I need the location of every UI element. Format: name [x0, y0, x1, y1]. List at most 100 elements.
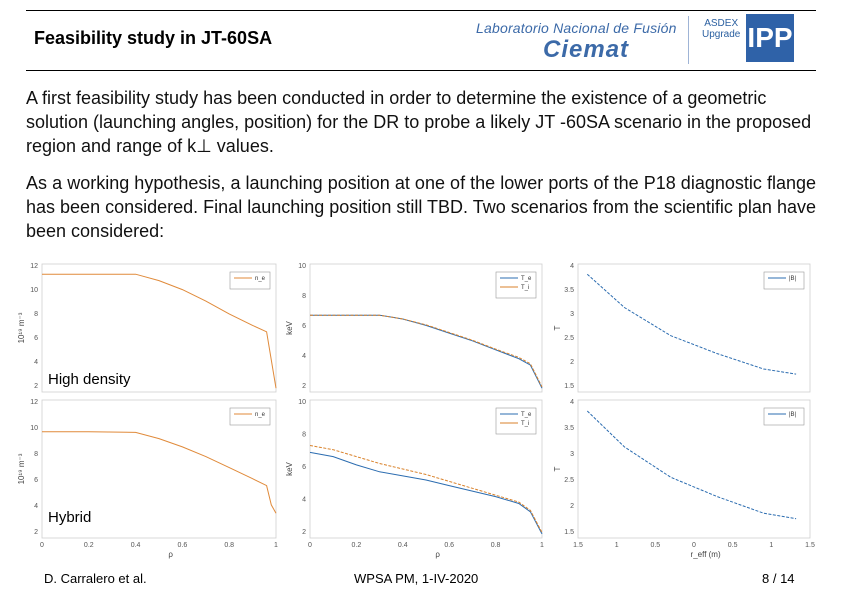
density-hybrid-ytick: 12: [30, 399, 38, 406]
density-high-legend-box: [229, 271, 271, 290]
temperature-hybrid-legend-label: T_e: [521, 412, 532, 418]
temperature-hybrid-ytick: 10: [298, 399, 306, 406]
temperature-high-ytick: 10: [298, 263, 306, 270]
ipp-logo: IPP: [746, 14, 794, 62]
field-hybrid-ytick: 2: [570, 503, 574, 510]
temperature-hybrid-legend-label: T_i: [521, 421, 529, 427]
density-hybrid-frame: [41, 399, 277, 539]
temperature-hybrid-ylabel: keV: [285, 461, 294, 475]
density-high-ytick: 6: [34, 335, 38, 342]
density-high-frame: [41, 263, 277, 393]
temperature-hybrid-xtick: 0.4: [398, 542, 408, 549]
temperature-hybrid-ytick: 4: [302, 497, 306, 504]
density-high-ytick: 12: [30, 263, 38, 270]
label-hybrid: Hybrid: [46, 509, 94, 526]
density-hybrid-ylabel: 10¹⁹ m⁻³: [17, 453, 26, 484]
footer-page-number: 8 / 14: [762, 571, 795, 586]
density-hybrid-legend-label: n_e: [255, 412, 266, 418]
field-hybrid-ytick: 3: [570, 451, 574, 458]
temperature-hybrid-ytick: 2: [302, 529, 306, 536]
field-hybrid-ytick: 4: [570, 399, 574, 406]
density-high-ytick: 2: [34, 383, 38, 390]
field-hybrid-xlabel: r_eff (m): [691, 550, 721, 559]
field-hybrid-xtick: 0.5: [650, 542, 660, 549]
field-high-legend-label: |B|: [789, 276, 797, 282]
field-hybrid-xtick: 1.5: [805, 542, 815, 549]
logo-divider: [688, 16, 689, 64]
density-high-series-ne-line: [42, 273, 277, 389]
density-high-ylabel: 10¹⁹ m⁻³: [17, 312, 26, 343]
footer-author: D. Carralero et al.: [44, 571, 147, 586]
field-high-legend-box: [763, 271, 805, 290]
temperature-high-series-ti-line: [310, 314, 543, 388]
asdex-line1: ASDEX: [704, 18, 739, 29]
density-hybrid-xtick: 0.2: [84, 542, 94, 549]
density-hybrid-ytick: 10: [30, 425, 38, 432]
temperature-high-ytick: 6: [302, 323, 306, 330]
field-hybrid-ylabel: T: [553, 466, 562, 471]
temperature-high-ytick: 2: [302, 383, 306, 390]
paragraph-2: As a working hypothesis, a launching pos…: [26, 173, 816, 241]
temperature-hybrid-xtick: 0.8: [491, 542, 501, 549]
density-hybrid-xtick: 0: [40, 542, 44, 549]
temperature-hybrid-ytick: 8: [302, 432, 306, 439]
field-hybrid-xtick: 1: [615, 542, 619, 549]
density-hybrid-xtick: 1: [274, 542, 278, 549]
asdex-line2: Upgrade: [702, 29, 741, 40]
field-high-ytick: 1.5: [564, 383, 574, 390]
paragraph-1: A first feasibility study has been condu…: [26, 88, 812, 156]
field-hybrid-legend-label: |B|: [789, 412, 797, 418]
field-high-ylabel: T: [553, 325, 562, 330]
density-hybrid-series-ne-line: [42, 431, 277, 514]
field-high-ytick: 3.5: [564, 287, 574, 294]
field-hybrid-xtick: 0: [692, 542, 696, 549]
field-high-ytick: 4: [570, 263, 574, 270]
field-hybrid-series-b-line: [586, 410, 797, 520]
density-hybrid-xtick: 0.6: [178, 542, 188, 549]
temperature-hybrid-legend-box: [495, 407, 537, 435]
density-hybrid-xtick: 0.8: [224, 542, 234, 549]
temperature-high-ytick: 8: [302, 293, 306, 300]
field-high-frame: [577, 263, 811, 393]
field-hybrid-ytick: 1.5: [564, 529, 574, 536]
field-hybrid-xtick: 1: [769, 542, 773, 549]
temperature-hybrid-xtick: 0.2: [352, 542, 362, 549]
field-hybrid-frame: [577, 399, 811, 539]
field-hybrid-xtick: 0.5: [728, 542, 738, 549]
density-hybrid-ytick: 2: [34, 529, 38, 536]
density-hybrid-ytick: 8: [34, 451, 38, 458]
temperature-high-ytick: 4: [302, 353, 306, 360]
label-high-density: High density: [46, 371, 133, 388]
temperature-hybrid-xtick: 0: [308, 542, 312, 549]
field-hybrid-xtick: 1.5: [573, 542, 583, 549]
field-high-ytick: 2: [570, 359, 574, 366]
temperature-hybrid-series-te-line: [309, 451, 543, 535]
temperature-high-legend-label: T_i: [521, 285, 529, 291]
asdex-logo: ASDEX Upgrade: [702, 18, 740, 40]
temperature-high-legend-label: T_e: [521, 276, 532, 282]
field-hybrid-ytick: 3.5: [564, 425, 574, 432]
title-rule: [26, 70, 816, 71]
temperature-hybrid-xlabel: ρ: [435, 550, 440, 559]
field-hybrid-ytick: 2.5: [564, 477, 574, 484]
temperature-hybrid-ytick: 6: [302, 464, 306, 471]
density-high-ytick: 8: [34, 311, 38, 318]
density-high-ytick: 10: [30, 287, 38, 294]
top-rule: [26, 10, 816, 11]
temperature-hybrid-xtick: 1: [540, 542, 544, 549]
temperature-high-legend-box: [495, 271, 537, 299]
density-hybrid-xtick: 0.4: [131, 542, 141, 549]
lab-logo-text: Laboratorio Nacional de Fusión: [476, 20, 677, 36]
slide-title: Feasibility study in JT-60SA: [34, 28, 273, 48]
density-high-ytick: 4: [34, 359, 38, 366]
temperature-hybrid-xtick: 0.6: [444, 542, 454, 549]
ciemat-logo: Ciemat: [543, 36, 630, 63]
temperature-high-frame: [309, 263, 543, 393]
footer-event: WPSA PM, 1-IV-2020: [354, 571, 479, 586]
temperature-high-ylabel: keV: [285, 320, 294, 334]
field-high-ytick: 3: [570, 311, 574, 318]
density-hybrid-ytick: 4: [34, 503, 38, 510]
field-high-series-b-line: [586, 273, 797, 375]
density-high-legend-label: n_e: [255, 276, 266, 282]
density-hybrid-ytick: 6: [34, 477, 38, 484]
